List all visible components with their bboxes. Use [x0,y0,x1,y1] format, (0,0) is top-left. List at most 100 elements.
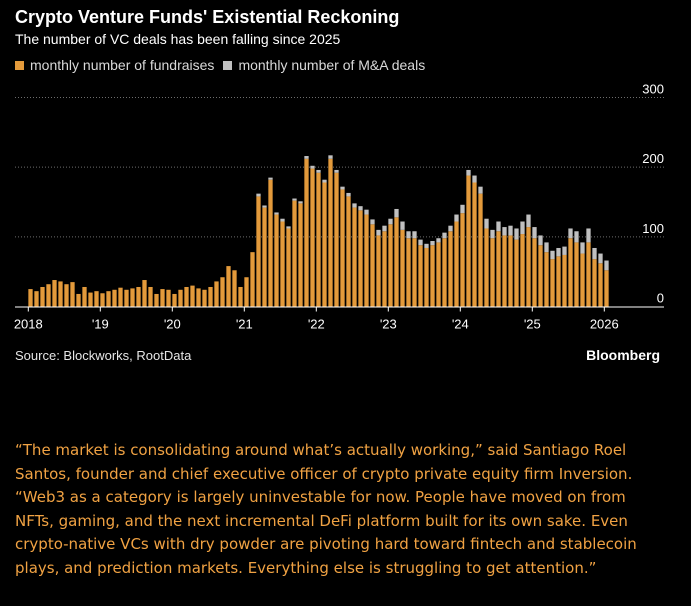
bar-ma [256,193,261,197]
bar-fundraises [166,289,171,307]
bar-ma [370,219,375,225]
bar-fundraises [406,238,411,307]
bar-fundraises [202,289,207,307]
x-tick-label: '24 [452,317,469,332]
bar-fundraises [382,231,387,307]
bar-fundraises [346,196,351,307]
legend-item-fundraises: monthly number of fundraises [15,57,214,73]
bar-fundraises [280,221,285,307]
bar-fundraises [328,158,333,307]
bar-fundraises [118,287,123,307]
bar-ma [544,242,549,253]
bar-fundraises [124,289,129,307]
bar-fundraises [478,193,483,307]
bar-fundraises [106,291,111,307]
bar-ma [268,177,273,180]
bar-fundraises [580,253,585,307]
legend-swatch-fundraises [15,60,24,70]
bar-fundraises [316,172,321,307]
bar-ma [340,186,345,190]
bar-ma [346,192,351,197]
bar-ma [478,186,483,194]
bar-ma [556,247,561,257]
bar-fundraises [250,252,255,307]
bar-fundraises [460,213,465,307]
bar-ma [376,229,381,236]
bar-fundraises [262,207,267,307]
bar-ma [448,225,453,232]
bar-ma [322,179,327,183]
legend-item-ma: monthly number of M&A deals [223,57,425,73]
bar-ma [418,239,423,246]
bar-fundraises [544,252,549,307]
bar-ma [394,208,399,218]
bar-fundraises [574,242,579,307]
bar-fundraises [376,235,381,307]
bar-ma [382,225,387,232]
bar-fundraises [586,242,591,307]
y-tick-label-300: 300 [642,82,664,97]
bar-fundraises [568,238,573,307]
x-tick-label: '23 [380,317,397,332]
bar-fundraises [112,289,117,307]
bar-ma [406,231,411,239]
y-tick-label-200: 200 [642,151,664,166]
bar-fundraises [178,289,183,307]
bar-fundraises [160,289,165,307]
bar-ma [442,232,447,239]
bar-fundraises [370,224,375,307]
bar-fundraises [292,200,297,307]
bar-ma [562,246,567,255]
source-note: Source: Blockworks, RootData [15,348,192,363]
bar-ma [436,238,441,243]
bar-fundraises [208,286,213,307]
bar-ma [400,221,405,230]
bar-ma [334,169,339,173]
bar-ma [502,227,507,236]
bar-fundraises [52,280,57,307]
bar-fundraises [34,291,39,307]
bar-fundraises [274,214,279,307]
bar-fundraises [28,289,33,307]
x-tick-label: '25 [524,317,541,332]
bar-ma [484,218,489,229]
bar-fundraises [190,285,195,307]
bar-ma [412,231,417,239]
bar-ma [490,229,495,239]
bar-fundraises [418,245,423,307]
bar-fundraises [532,238,537,307]
chart-title: Crypto Venture Funds' Existential Reckon… [15,7,400,27]
legend: monthly number of fundraises monthly num… [15,57,434,73]
bar-fundraises [184,286,189,307]
bar-ma [286,226,291,229]
bar-fundraises [142,280,147,307]
bar-fundraises [412,238,417,307]
bar-fundraises [388,224,393,307]
bar-ma [460,204,465,214]
bar-fundraises [82,286,87,307]
bar-fundraises [442,238,447,307]
bar-fundraises [496,231,501,307]
bar-fundraises [352,207,357,307]
bar-fundraises [484,228,489,307]
bar-fundraises [238,286,243,307]
bar-ma [466,169,471,176]
y-tick-label-100: 100 [642,221,664,236]
x-tick-label: '19 [92,317,109,332]
bar-fundraises [298,203,303,307]
bar-chart: 0 100 200 300 2018 '19 '20 '21 '22 '23 '24 '25 2026 [14,82,664,332]
bar-ma [598,253,603,264]
bar-fundraises [154,293,159,307]
bar-ma [304,156,309,159]
bar-ma [454,214,459,222]
bar-fundraises [358,210,363,307]
bar-fundraises [430,245,435,307]
bar-fundraises [226,266,231,307]
bar-ma [496,221,501,232]
bar-fundraises [310,168,315,307]
bar-fundraises [598,263,603,307]
bar-ma [508,225,513,236]
bar-fundraises [148,286,153,307]
bar-fundraises [520,234,525,307]
bar-fundraises [400,229,405,307]
